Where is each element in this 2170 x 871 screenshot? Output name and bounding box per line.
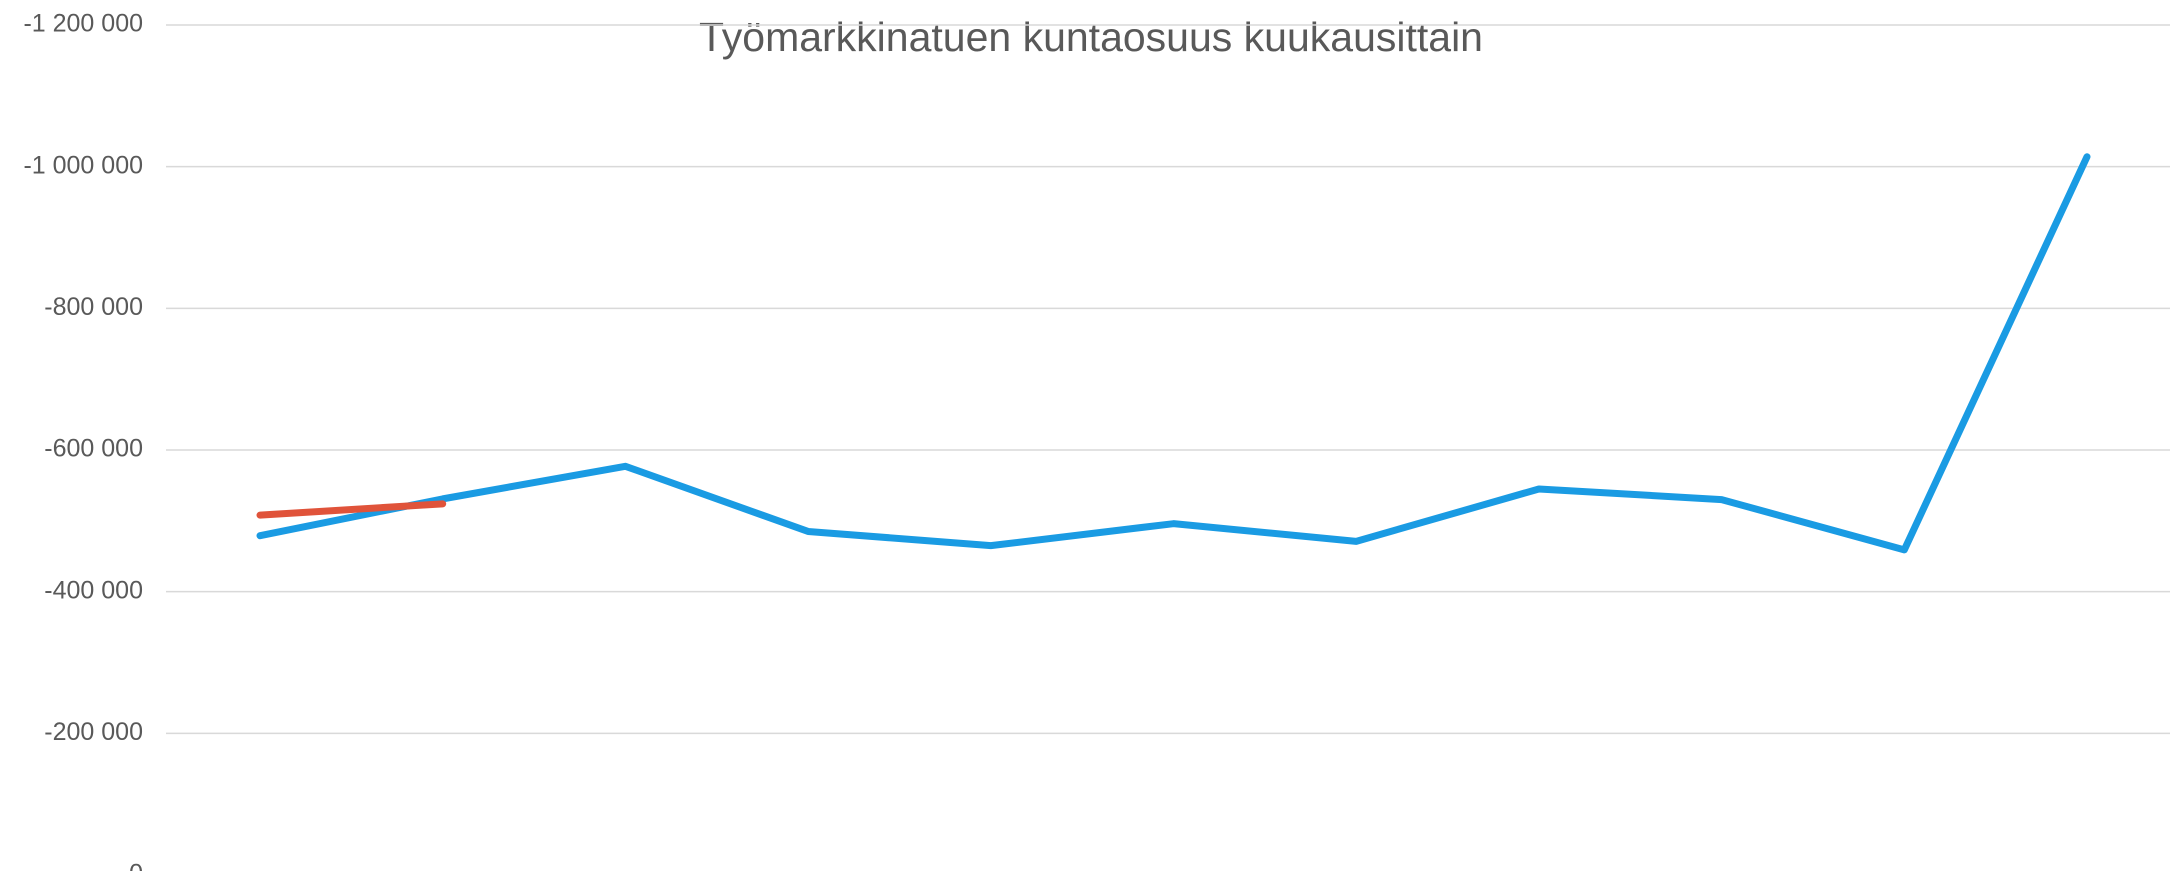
line-series <box>256 153 2091 554</box>
line-series <box>256 500 447 519</box>
y-tick-label: -600 000 <box>44 435 143 463</box>
y-tick-label: -200 000 <box>44 718 143 746</box>
y-tick-label: -400 000 <box>44 576 143 604</box>
chart-title: Työmarkkinatuen kuntaosuus kuukausittain <box>699 14 1483 60</box>
y-tick-label: 0 <box>129 860 143 871</box>
y-tick-label: -800 000 <box>44 293 143 321</box>
y-tick-label: -1 000 000 <box>23 151 143 179</box>
y-tick-label: -1 200 000 <box>23 10 143 38</box>
